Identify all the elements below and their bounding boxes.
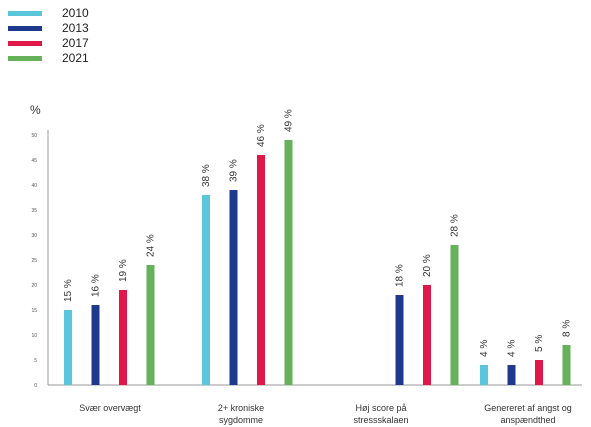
y-tick-label: 15 [31,308,37,314]
legend-swatch [8,26,42,31]
y-tick-label: 5 [34,358,37,364]
bar-2017-2 [423,285,431,385]
y-tick-label: 25 [31,258,37,264]
y-tick-label: 10 [31,333,37,339]
data-label: 28 % [450,214,461,237]
y-tick-label: 20 [31,283,37,289]
legend-swatch [8,41,42,46]
data-label: 16 % [91,274,102,297]
category-label: Høj score på [355,403,406,413]
y-tick-label: 30 [31,233,37,239]
bar-2013-0 [91,305,100,385]
bar-2021-1 [284,140,293,385]
bar-2013-1 [229,190,238,385]
bar-2017-3 [535,360,543,385]
legend-label: 2021 [62,51,89,65]
data-label: 8 % [562,320,573,337]
category-label: stressskalaen [353,415,408,425]
bar-2017-1 [257,155,265,385]
legend-label: 2013 [62,21,89,35]
data-label: 49 % [284,109,295,132]
legend-label: 2010 [62,6,89,20]
legend-item-2010: 2010 [8,6,89,21]
y-tick-label: 45 [31,158,37,164]
y-tick-label: 50 [31,133,37,139]
bar-2021-0 [146,265,155,385]
data-label: 46 % [256,124,267,147]
bar-2013-2 [395,295,404,385]
y-tick-label: 35 [31,208,37,214]
legend-item-2021: 2021 [8,51,89,66]
data-label: 24 % [146,234,157,257]
legend-label: 2017 [62,36,89,50]
bar-2010-3 [480,365,488,385]
category-label: 2+ kroniske [218,403,264,413]
bar-2013-3 [507,365,516,385]
data-label: 38 % [201,164,212,187]
category-label: Genereret af angst og [484,403,572,413]
bar-2021-2 [450,245,459,385]
legend-item-2013: 2013 [8,21,89,36]
data-label: 20 % [422,254,433,277]
y-tick-label: 0 [34,383,37,389]
category-label: sygdomme [219,415,263,425]
bar-2010-1 [202,195,210,385]
data-label: 4 % [479,340,490,357]
data-label: 5 % [534,335,545,352]
legend-swatch [8,56,42,61]
data-label: 39 % [229,159,240,182]
y-tick-label: 40 [31,183,37,189]
legend-item-2017: 2017 [8,36,89,51]
bar-2017-0 [119,290,127,385]
y-axis-label: % [30,103,41,117]
legend-swatch [8,11,42,16]
category-label: anspændthed [500,415,555,425]
bar-2010-0 [64,310,72,385]
legend: 2010 2013 2017 2021 [8,6,89,66]
data-label: 19 % [118,259,129,282]
data-label: 18 % [395,264,406,287]
data-label: 15 % [63,279,74,302]
category-label: Svær overvægt [79,403,141,413]
bar-2021-3 [562,345,571,385]
data-label: 4 % [507,340,518,357]
